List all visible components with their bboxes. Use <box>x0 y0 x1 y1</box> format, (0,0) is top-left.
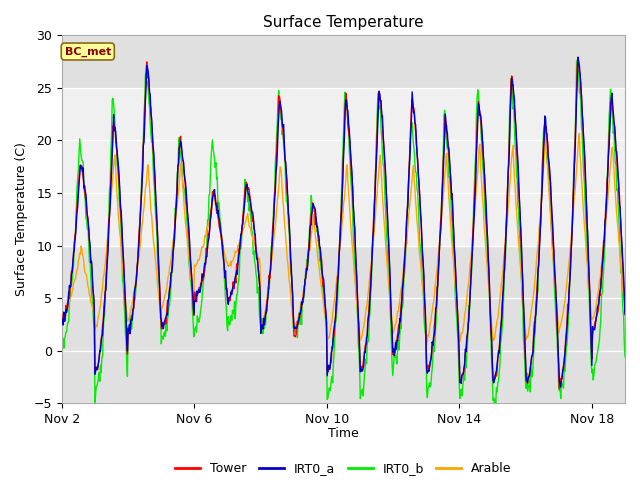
Arable <box>397 287 405 293</box>
Arable <box>489 338 497 344</box>
Arable <box>423 340 431 346</box>
IRT0_a <box>134 256 141 262</box>
Bar <box>62 88 625 246</box>
IRT0_a <box>574 54 582 60</box>
IRT0_b <box>573 58 580 63</box>
Arable <box>172 216 180 221</box>
Line: Arable: Arable <box>62 133 625 343</box>
Arable <box>575 131 583 136</box>
IRT0_b <box>398 303 406 309</box>
Arable <box>58 316 66 322</box>
Arable <box>621 310 629 316</box>
Text: BC_met: BC_met <box>65 47 111 57</box>
Tower <box>621 310 629 316</box>
IRT0_a <box>349 205 357 211</box>
Tower <box>397 302 405 308</box>
IRT0_a <box>488 359 496 365</box>
IRT0_b <box>91 402 99 408</box>
Tower <box>556 386 563 392</box>
IRT0_a <box>557 384 564 390</box>
Tower <box>574 55 582 61</box>
Tower <box>58 311 66 317</box>
IRT0_a <box>397 309 405 315</box>
Arable <box>122 305 130 311</box>
X-axis label: Time: Time <box>328 427 359 440</box>
Arable <box>134 260 141 265</box>
Y-axis label: Surface Temperature (C): Surface Temperature (C) <box>15 143 28 296</box>
IRT0_b <box>134 246 142 252</box>
IRT0_b <box>173 200 180 206</box>
Tower <box>134 257 141 263</box>
Line: IRT0_b: IRT0_b <box>62 60 625 405</box>
IRT0_b <box>621 354 629 360</box>
Title: Surface Temperature: Surface Temperature <box>263 15 424 30</box>
IRT0_a <box>172 209 180 215</box>
IRT0_b <box>350 243 358 249</box>
Tower <box>349 204 357 210</box>
Line: Tower: Tower <box>62 58 625 389</box>
IRT0_b <box>489 397 497 403</box>
Line: IRT0_a: IRT0_a <box>62 57 625 387</box>
IRT0_a <box>621 312 629 317</box>
IRT0_a <box>122 312 130 318</box>
Tower <box>122 320 130 326</box>
Tower <box>172 207 180 213</box>
Tower <box>488 360 496 366</box>
Legend: Tower, IRT0_a, IRT0_b, Arable: Tower, IRT0_a, IRT0_b, Arable <box>170 457 517 480</box>
IRT0_a <box>58 318 66 324</box>
IRT0_b <box>58 328 66 334</box>
IRT0_b <box>123 360 131 365</box>
Arable <box>349 256 357 262</box>
